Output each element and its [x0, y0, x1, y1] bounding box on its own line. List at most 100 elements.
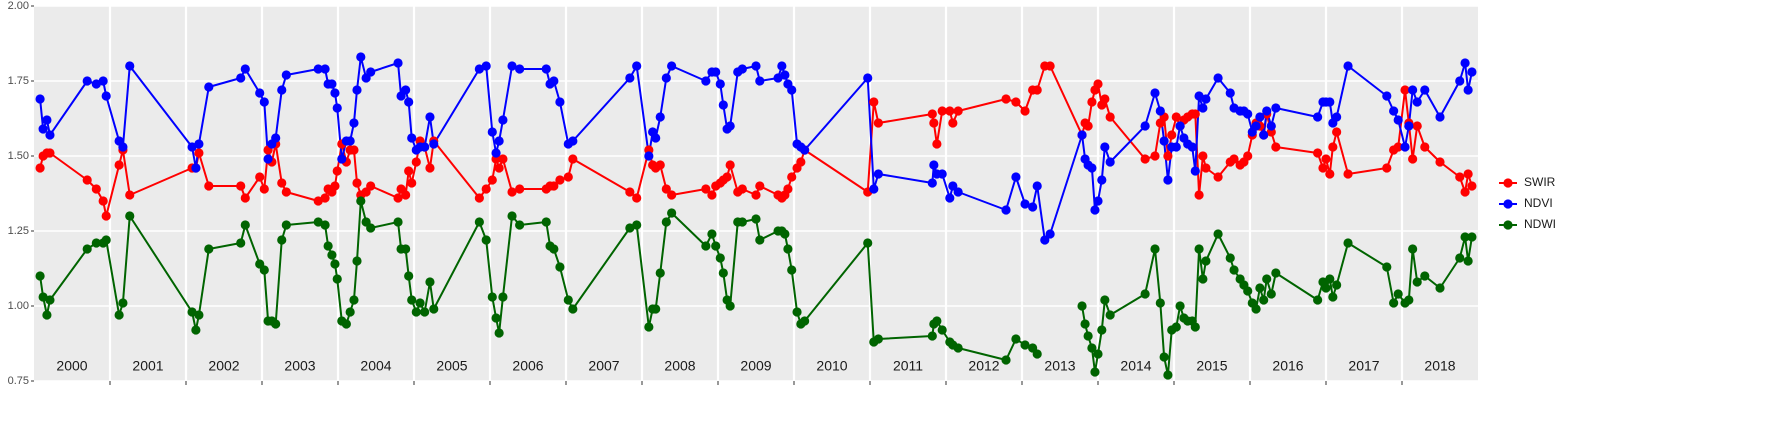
- data-point: [330, 181, 340, 191]
- data-point: [796, 157, 806, 167]
- data-point: [1155, 106, 1165, 116]
- legend-marker: [1503, 199, 1513, 209]
- data-point: [1171, 142, 1181, 152]
- data-point: [1020, 106, 1030, 116]
- data-point: [498, 115, 508, 125]
- data-point: [644, 322, 654, 332]
- x-tick-label: 2007: [588, 358, 619, 374]
- x-tick-label: 2006: [512, 358, 543, 374]
- data-point: [255, 172, 265, 182]
- data-point: [1087, 163, 1097, 173]
- data-point: [873, 334, 883, 344]
- data-point: [755, 76, 765, 86]
- data-point: [1171, 322, 1181, 332]
- data-point: [401, 85, 411, 95]
- data-point: [1090, 367, 1100, 377]
- data-point: [271, 133, 281, 143]
- data-point: [281, 70, 291, 80]
- x-tick-label: 2003: [284, 358, 315, 374]
- data-point: [259, 265, 269, 275]
- data-point: [125, 211, 135, 221]
- data-point: [1100, 142, 1110, 152]
- data-point: [555, 262, 565, 272]
- data-point: [415, 298, 425, 308]
- data-point: [555, 97, 565, 107]
- data-point: [715, 79, 725, 89]
- axes: 0.75 1.00 1.25 1.50 1.75 2.00 2000 2001 2002 2003…: [8, 0, 1456, 387]
- data-point: [1404, 295, 1414, 305]
- data-point: [118, 298, 128, 308]
- data-point: [1105, 310, 1115, 320]
- data-point: [667, 190, 677, 200]
- data-point: [281, 187, 291, 197]
- data-point: [1325, 274, 1335, 284]
- data-point: [555, 175, 565, 185]
- data-point: [1318, 163, 1328, 173]
- data-point: [330, 88, 340, 98]
- data-point: [1213, 172, 1223, 182]
- data-point: [1020, 199, 1030, 209]
- data-point: [277, 178, 287, 188]
- data-point: [1467, 181, 1477, 191]
- data-point: [1140, 121, 1150, 131]
- data-point: [38, 124, 48, 134]
- data-point: [125, 61, 135, 71]
- data-point: [1159, 352, 1169, 362]
- data-point: [507, 211, 517, 221]
- data-point: [194, 139, 204, 149]
- data-point: [932, 316, 942, 326]
- data-point: [863, 73, 873, 83]
- data-point: [101, 91, 111, 101]
- data-point: [667, 61, 677, 71]
- data-point: [945, 193, 955, 203]
- data-point: [507, 187, 517, 197]
- data-point: [356, 196, 366, 206]
- data-point: [42, 115, 52, 125]
- data-point: [644, 151, 654, 161]
- data-point: [327, 79, 337, 89]
- data-point: [1435, 283, 1445, 293]
- data-point: [393, 217, 403, 227]
- data-point: [1080, 319, 1090, 329]
- data-point: [655, 268, 665, 278]
- data-point: [945, 106, 955, 116]
- data-point: [341, 319, 351, 329]
- data-point: [487, 292, 497, 302]
- y-tick-label: 1.25: [8, 225, 29, 237]
- data-point: [1332, 112, 1342, 122]
- data-point: [1140, 289, 1150, 299]
- data-point: [715, 253, 725, 263]
- data-point: [869, 97, 879, 107]
- data-point: [667, 208, 677, 218]
- data-point: [320, 193, 330, 203]
- data-point: [1382, 91, 1392, 101]
- data-point: [787, 85, 797, 95]
- data-point: [1393, 115, 1403, 125]
- data-point: [404, 271, 414, 281]
- data-point: [632, 220, 642, 230]
- data-point: [751, 190, 761, 200]
- data-point: [481, 184, 491, 194]
- data-point: [711, 241, 721, 251]
- data-point: [932, 139, 942, 149]
- data-point: [352, 256, 362, 266]
- data-point: [1190, 322, 1200, 332]
- data-point: [1412, 277, 1422, 287]
- data-point: [101, 211, 111, 221]
- data-point: [332, 166, 342, 176]
- data-point: [1408, 85, 1418, 95]
- x-tick-label: 2011: [893, 358, 923, 374]
- data-point: [401, 190, 411, 200]
- data-point: [91, 184, 101, 194]
- data-point: [1045, 61, 1055, 71]
- data-point: [323, 241, 333, 251]
- data-point: [1343, 169, 1353, 179]
- data-point: [366, 223, 376, 233]
- data-point: [349, 145, 359, 155]
- data-point: [1083, 121, 1093, 131]
- data-point: [625, 73, 635, 83]
- data-point: [1194, 244, 1204, 254]
- data-point: [1408, 244, 1418, 254]
- x-tick-label: 2004: [360, 358, 391, 374]
